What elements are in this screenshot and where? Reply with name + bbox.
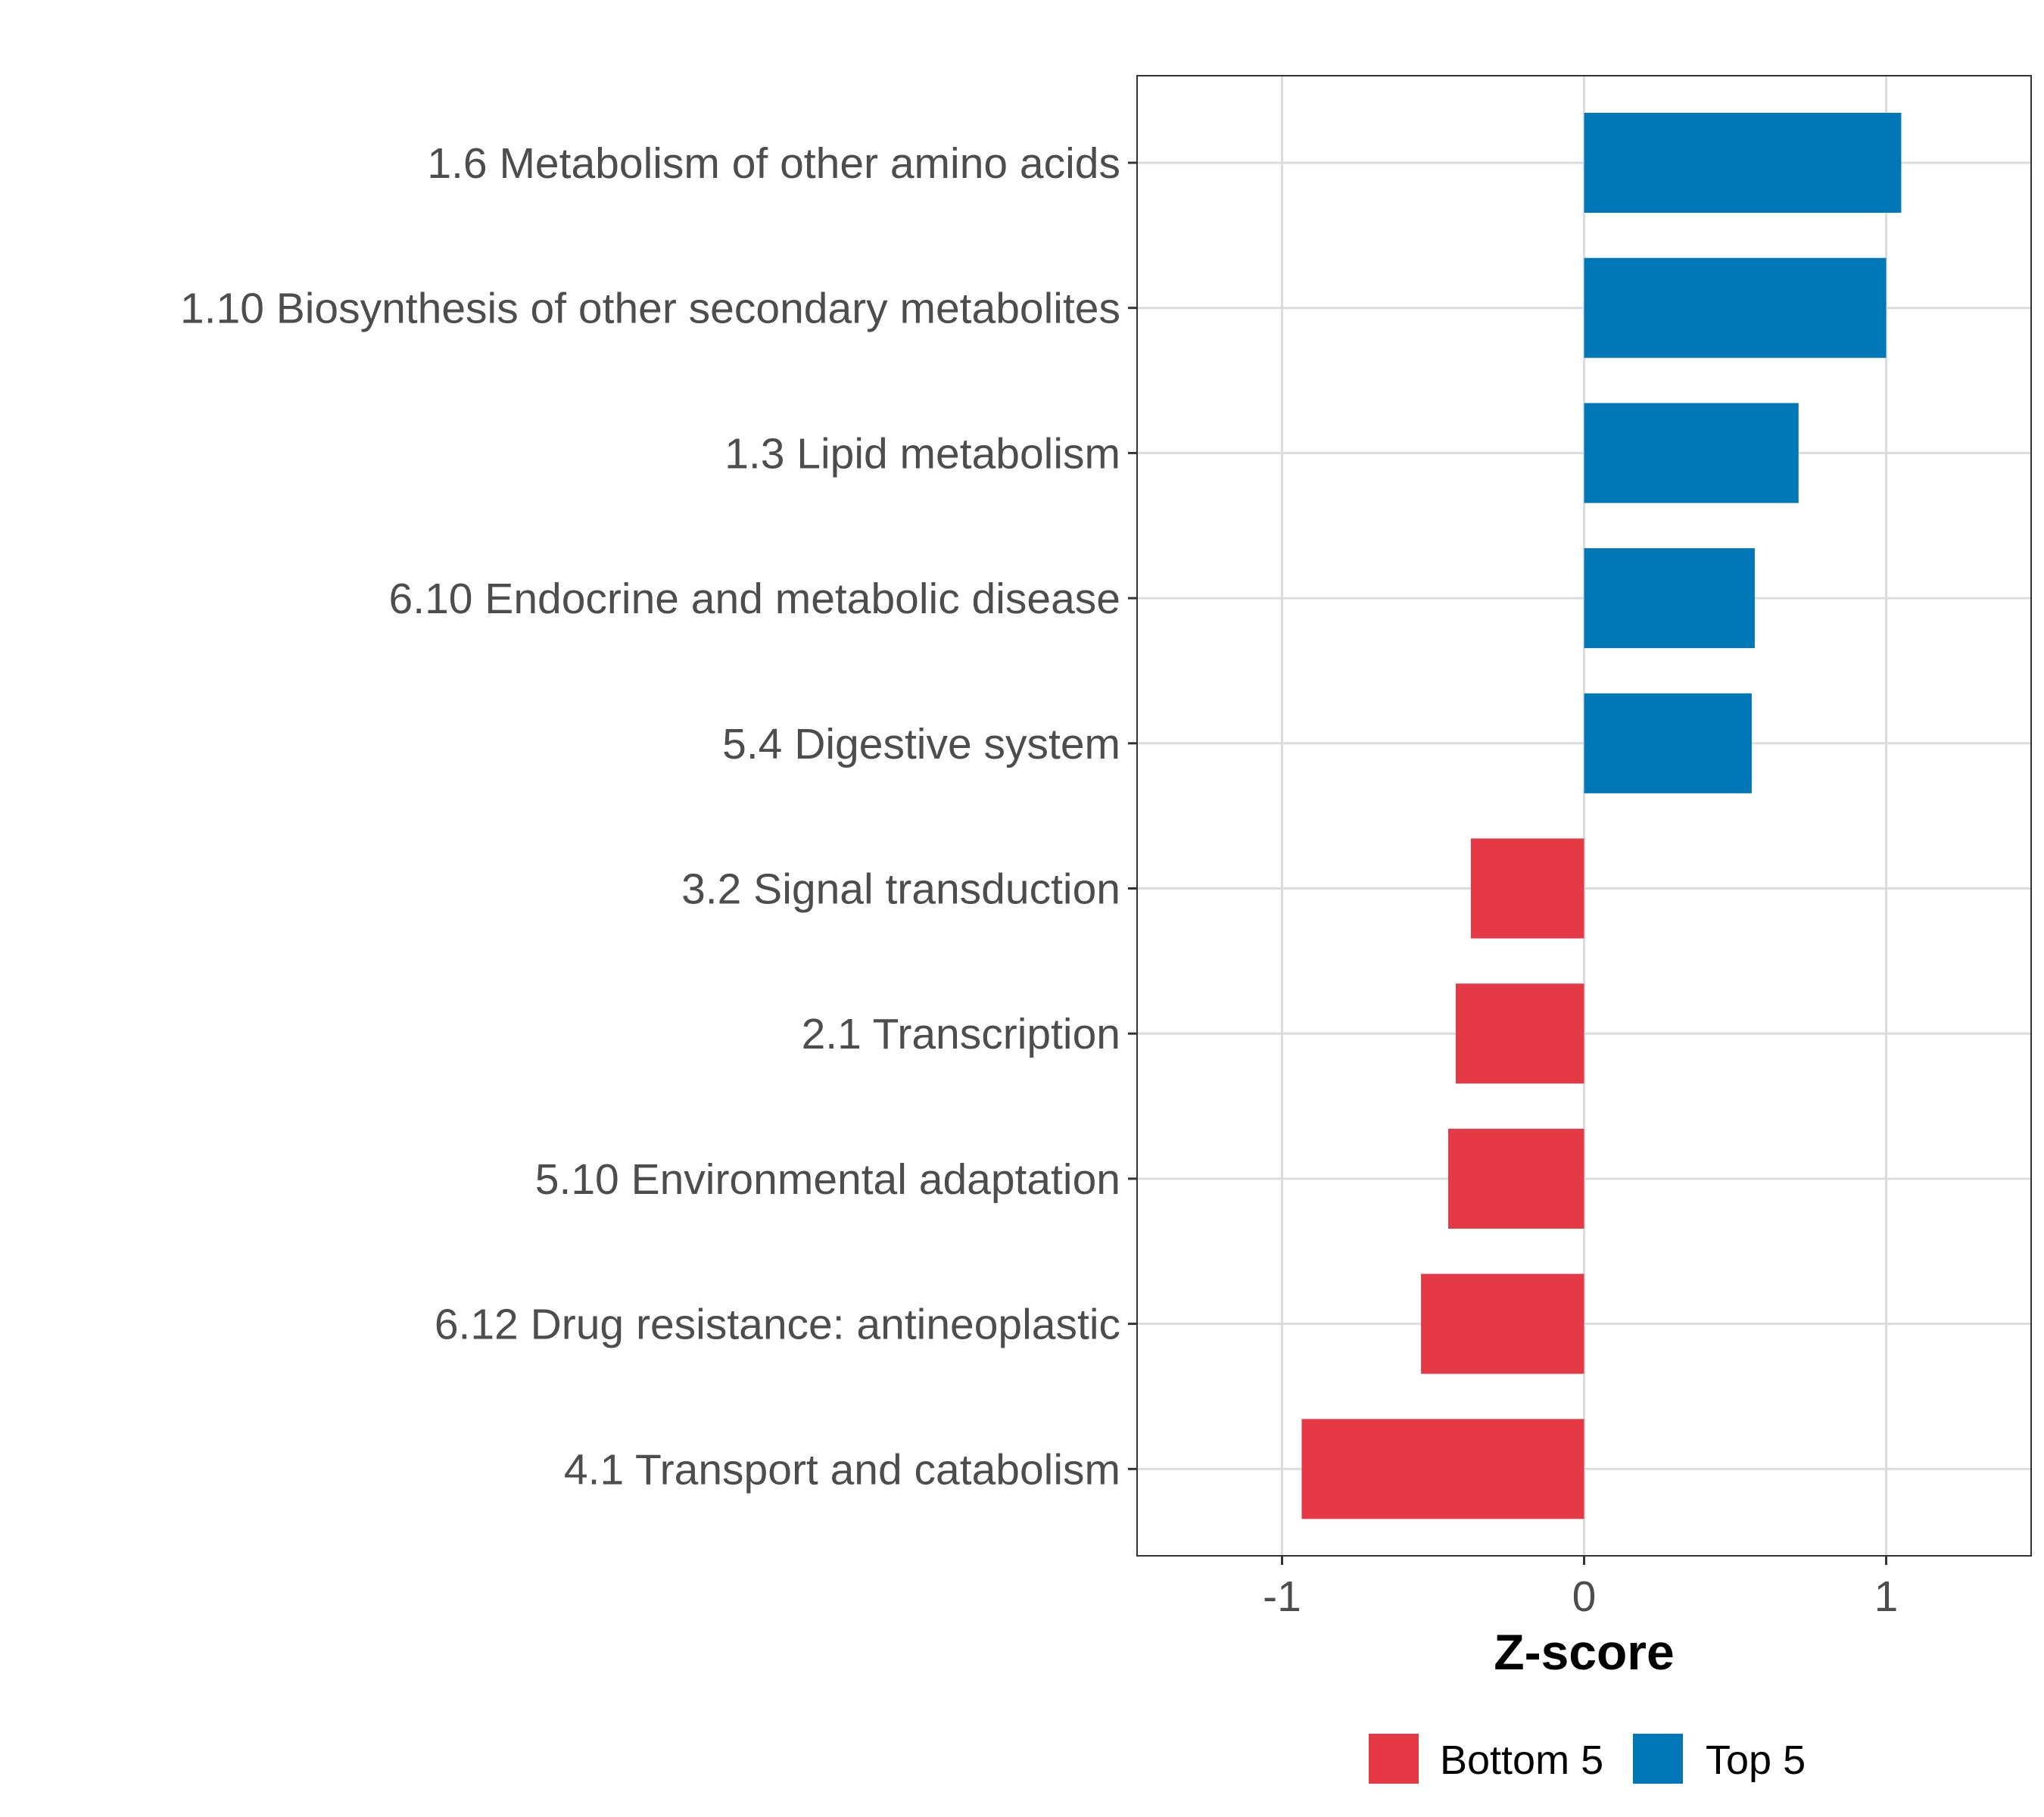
bar — [1584, 693, 1752, 793]
x-axis-ticks: -1 0 1 — [1263, 1556, 1898, 1621]
x-axis-title: Z-score — [1494, 1624, 1674, 1680]
y-tick-label: 3.2 Signal transduction — [681, 865, 1120, 914]
bar — [1301, 1419, 1584, 1519]
y-axis-ticks: 1.6 Metabolism of other amino acids 1.10 … — [180, 139, 1137, 1494]
y-tick-label: 6.10 Endocrine and metabolic disease — [389, 575, 1120, 623]
legend-swatch — [1633, 1734, 1683, 1784]
bar — [1584, 403, 1799, 503]
y-tick-label: 2.1 Transcription — [802, 1010, 1120, 1058]
x-tick-label: -1 — [1263, 1572, 1301, 1621]
bar — [1447, 1128, 1584, 1229]
legend-label: Bottom 5 — [1440, 1738, 1603, 1783]
y-tick-label: 1.3 Lipid metabolism — [724, 429, 1120, 478]
legend-label: Top 5 — [1706, 1738, 1806, 1783]
bars — [1301, 113, 1902, 1519]
bar — [1470, 838, 1584, 939]
y-tick-label: 5.4 Digestive system — [722, 720, 1120, 768]
legend: Bottom 5 Top 5 — [1369, 1734, 1806, 1784]
y-tick-label: 6.12 Drug resistance: antineoplastic — [435, 1301, 1120, 1349]
bar — [1584, 548, 1755, 649]
x-tick-label: 1 — [1874, 1572, 1899, 1621]
bar — [1584, 113, 1902, 213]
x-tick-label: 0 — [1572, 1572, 1597, 1621]
bar — [1421, 1273, 1584, 1374]
y-tick-label: 5.10 Environmental adaptation — [535, 1155, 1120, 1204]
y-tick-label: 1.6 Metabolism of other amino acids — [427, 139, 1120, 188]
legend-swatch — [1369, 1734, 1419, 1784]
bar — [1455, 983, 1584, 1084]
y-tick-label: 1.10 Biosynthesis of other secondary met… — [180, 285, 1120, 333]
bar — [1584, 257, 1887, 358]
y-tick-label: 4.1 Transport and catabolism — [564, 1445, 1120, 1494]
